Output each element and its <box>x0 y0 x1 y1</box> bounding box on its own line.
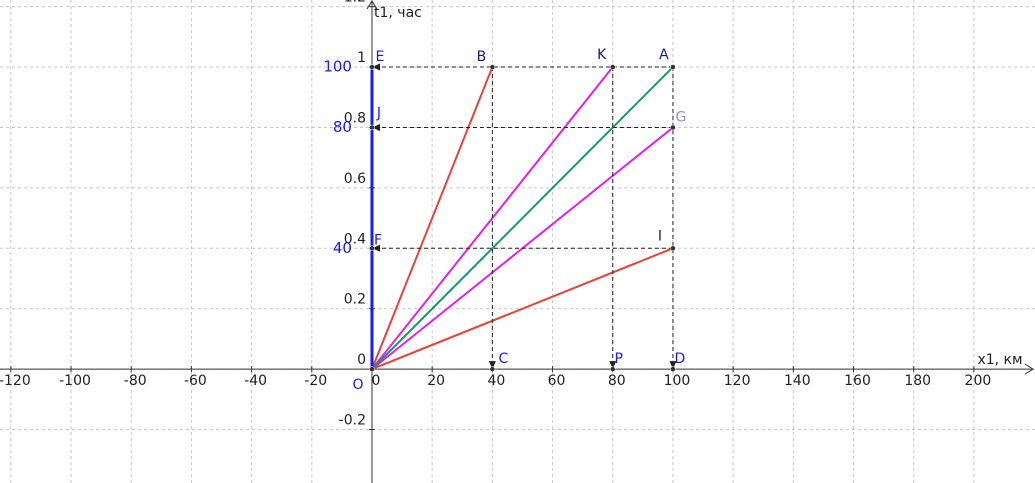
segment <box>371 66 674 370</box>
x-tick-label: -80 <box>124 373 147 389</box>
point <box>369 366 375 372</box>
side-label: 80 <box>333 118 352 136</box>
point-label: A <box>659 47 669 63</box>
x-tick-label: 100 <box>664 373 691 389</box>
x-tick-label: 80 <box>608 373 626 389</box>
y-tick-label: 0.8 <box>344 110 366 126</box>
x-tick-label: 180 <box>904 373 931 389</box>
y-tick-label: 0.4 <box>344 231 366 247</box>
point <box>369 124 375 131</box>
x-tick-label: 160 <box>844 373 871 389</box>
point <box>670 366 676 372</box>
point <box>670 245 676 252</box>
y-tick-label: 0 <box>357 352 366 368</box>
point-label: C <box>498 351 508 367</box>
point-label: D <box>675 351 686 367</box>
x-tick-label: 140 <box>784 373 811 389</box>
y-axis-label: t1, час <box>374 5 422 21</box>
arrow-head <box>669 361 677 370</box>
point-label: P <box>615 351 623 367</box>
point <box>489 64 496 70</box>
point-label: K <box>597 47 607 63</box>
arrow-head <box>371 63 380 71</box>
y-tick-label: 1.2 <box>344 0 366 6</box>
point-label: O <box>352 377 363 393</box>
x-tick-label: -40 <box>244 373 267 389</box>
y-tick-label: 0.6 <box>344 171 366 187</box>
y-tick-label: 1 <box>357 50 366 66</box>
x-tick-label: 20 <box>427 373 445 389</box>
x-tick-label: 200 <box>965 373 992 389</box>
point <box>369 64 375 70</box>
x-tick-label: 120 <box>724 373 751 389</box>
point-label: F <box>374 232 382 248</box>
segment <box>371 66 494 370</box>
point <box>369 245 375 252</box>
point <box>610 64 616 70</box>
x-axis-label: x1, км <box>977 352 1022 368</box>
x-tick-label: 60 <box>548 373 566 389</box>
y-axis-arrow <box>366 0 378 10</box>
x-tick-label: -20 <box>304 373 327 389</box>
arrow-head <box>371 123 380 131</box>
point-label: J <box>376 105 381 121</box>
side-label: 100 <box>323 58 352 76</box>
x-tick-label: -120 <box>0 373 31 389</box>
point <box>489 366 496 372</box>
point-label: I <box>658 228 662 244</box>
arrow-head <box>609 361 617 370</box>
segment <box>371 247 674 371</box>
side-label: 40 <box>333 239 352 257</box>
x-tick-label: -100 <box>59 373 91 389</box>
point <box>610 366 616 372</box>
x-tick-label: 40 <box>487 373 505 389</box>
x-tick-label: 0 <box>372 373 381 389</box>
point <box>670 124 676 131</box>
segment <box>371 66 614 370</box>
point-label: E <box>376 49 385 65</box>
x-tick-label: -60 <box>184 373 207 389</box>
point <box>670 64 676 70</box>
point-label: G <box>676 109 687 125</box>
y-tick-label: 0.2 <box>344 292 366 308</box>
arrow-head <box>371 244 380 252</box>
x-axis-arrow <box>1024 363 1034 375</box>
y-tick-label: -0.2 <box>339 413 366 429</box>
arrow-head <box>488 361 496 370</box>
point-label: B <box>477 49 487 65</box>
